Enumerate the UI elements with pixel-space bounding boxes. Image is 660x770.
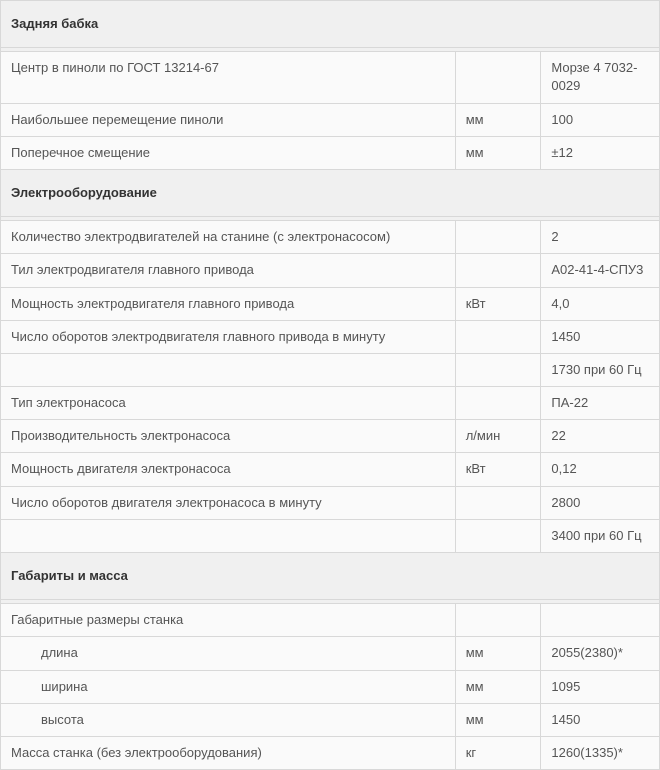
param-cell: высота [1,703,456,736]
table-row: Центр в пиноли по ГОСТ 13214-67 Морзе 4 7… [1,52,660,103]
unit-cell [455,519,541,552]
value-cell: 1260(1335)* [541,736,660,769]
unit-cell: кВт [455,453,541,486]
value-cell: 0,12 [541,453,660,486]
value-cell [541,604,660,637]
unit-cell: мм [455,136,541,169]
unit-cell [455,320,541,353]
value-cell: 100 [541,103,660,136]
param-cell: Количество электродвигателей на станине … [1,221,456,254]
param-cell: Поперечное смещение [1,136,456,169]
table-row: 3400 при 60 Гц [1,519,660,552]
param-cell: Мощность электродвигателя главного приво… [1,287,456,320]
param-cell: Мощность двигателя электронасоса [1,453,456,486]
param-cell: Тил электродвигателя главного привода [1,254,456,287]
unit-cell [455,52,541,103]
value-cell: 2 [541,221,660,254]
unit-cell: мм [455,703,541,736]
value-cell: А02-41-4-СПУ3 [541,254,660,287]
unit-cell [455,387,541,420]
table-row: ширинамм1095 [1,670,660,703]
table-row: Тип электронасоса ПА-22 [1,387,660,420]
section-header: Электрооборудование [1,169,660,216]
spec-table: Задняя бабкаЦентр в пиноли по ГОСТ 13214… [0,0,660,770]
table-row: Мощность двигателя электронасосакВт0,12 [1,453,660,486]
value-cell: ±12 [541,136,660,169]
unit-cell [455,486,541,519]
unit-cell: мм [455,670,541,703]
value-cell: 4,0 [541,287,660,320]
section-header: Габариты и масса [1,553,660,600]
param-cell: Тип электронасоса [1,387,456,420]
table-row: Тил электродвигателя главного привода А02… [1,254,660,287]
param-cell: Масса станка (без электрооборудования) [1,736,456,769]
table-row: 1730 при 60 Гц [1,353,660,386]
table-row: Число оборотов электродвигателя главного… [1,320,660,353]
table-row: Производительность электронасосал/мин22 [1,420,660,453]
unit-cell: кВт [455,287,541,320]
param-cell: Центр в пиноли по ГОСТ 13214-67 [1,52,456,103]
value-cell: ПА-22 [541,387,660,420]
value-cell: 2800 [541,486,660,519]
table-row: Габаритные размеры станка [1,604,660,637]
value-cell: 1730 при 60 Гц [541,353,660,386]
param-cell: Производительность электронасоса [1,420,456,453]
table-row: высотамм1450 [1,703,660,736]
value-cell: 2055(2380)* [541,637,660,670]
param-cell: длина [1,637,456,670]
value-cell: 22 [541,420,660,453]
value-cell: 1095 [541,670,660,703]
value-cell: 1450 [541,703,660,736]
unit-cell: мм [455,103,541,136]
unit-cell [455,604,541,637]
table-row: Количество электродвигателей на станине … [1,221,660,254]
param-cell [1,353,456,386]
table-row: длинамм2055(2380)* [1,637,660,670]
unit-cell [455,221,541,254]
table-row: Масса станка (без электрооборудования)кг… [1,736,660,769]
unit-cell: кг [455,736,541,769]
param-cell: ширина [1,670,456,703]
param-cell: Габаритные размеры станка [1,604,456,637]
table-row: Наибольшее перемещение пинолимм100 [1,103,660,136]
param-cell: Число оборотов двигателя электронасоса в… [1,486,456,519]
table-row: Число оборотов двигателя электронасоса в… [1,486,660,519]
unit-cell [455,353,541,386]
section-header: Задняя бабка [1,1,660,48]
value-cell: Морзе 4 7032-0029 [541,52,660,103]
table-row: Мощность электродвигателя главного приво… [1,287,660,320]
unit-cell [455,254,541,287]
param-cell [1,519,456,552]
value-cell: 3400 при 60 Гц [541,519,660,552]
param-cell: Число оборотов электродвигателя главного… [1,320,456,353]
unit-cell: л/мин [455,420,541,453]
table-row: Поперечное смещениемм±12 [1,136,660,169]
value-cell: 1450 [541,320,660,353]
param-cell: Наибольшее перемещение пиноли [1,103,456,136]
unit-cell: мм [455,637,541,670]
